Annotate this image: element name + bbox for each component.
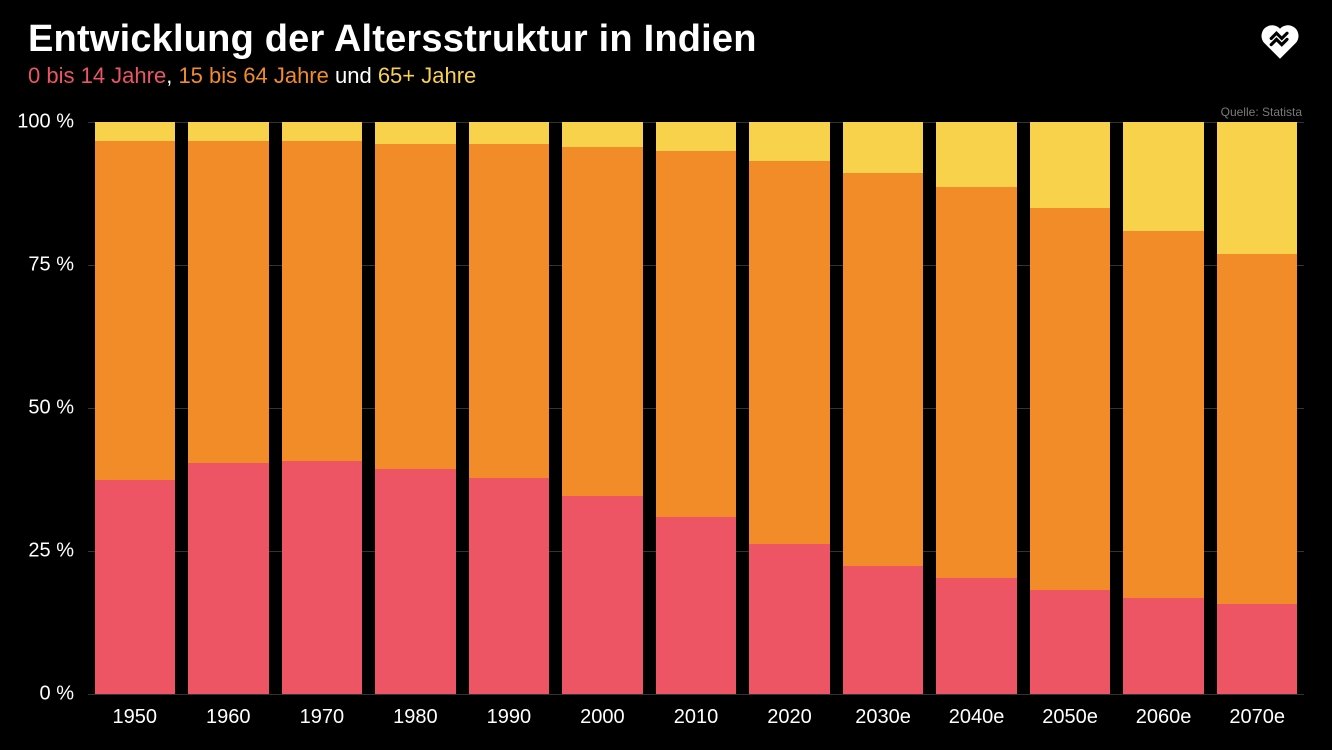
bar-segment [656,517,736,694]
bar: 1960 [188,122,268,694]
bar-segment [1030,208,1110,590]
x-axis-label: 1960 [206,694,251,729]
y-axis-label: 50 % [28,397,88,420]
bar: 1990 [469,122,549,694]
legend-sep-2: und [329,63,378,88]
bar-segment [375,144,455,469]
x-axis-label: 2040e [949,694,1005,729]
chart-title: Entwicklung der Altersstruktur in Indien [28,18,1304,61]
x-axis-label: 1990 [487,694,532,729]
x-axis-label: 2070e [1229,694,1285,729]
bar-segment [843,122,923,173]
bar-segment [1123,598,1203,694]
source-label: Quelle: Statista [1221,105,1302,119]
bar: 1950 [95,122,175,694]
bar: 2030e [843,122,923,694]
bar-segment [188,141,268,464]
bar-segment [1217,254,1297,605]
bars-group: 195019601970198019902000201020202030e204… [88,122,1304,694]
bar: 2000 [562,122,642,694]
x-axis-label: 2050e [1042,694,1098,729]
bar-segment [282,461,362,694]
y-axis-label: 100 % [17,111,88,134]
bar-segment [843,173,923,566]
bar-segment [282,141,362,460]
bar: 1970 [282,122,362,694]
bar: 2060e [1123,122,1203,694]
bar-segment [562,496,642,694]
bar-segment [1217,122,1297,254]
chart-plot-area: 0 %25 %50 %75 %100 %19501960197019801990… [88,122,1304,694]
bar-segment [749,544,829,694]
y-axis-label: 75 % [28,254,88,277]
legend-label-0-14: 0 bis 14 Jahre [28,63,166,88]
x-axis-label: 2030e [855,694,911,729]
bar-segment [469,478,549,694]
x-axis-label: 1950 [113,694,158,729]
legend-label-15-64: 15 bis 64 Jahre [178,63,328,88]
bar: 2010 [656,122,736,694]
y-axis-label: 0 % [40,683,88,706]
bar: 2020 [749,122,829,694]
x-axis-label: 1980 [393,694,438,729]
bar: 1980 [375,122,455,694]
bar-segment [936,578,1016,694]
legend-sep-1: , [166,63,178,88]
x-axis-label: 2020 [767,694,812,729]
bar-segment [749,161,829,544]
bar-segment [656,122,736,151]
bar-segment [95,480,175,695]
bar-segment [282,122,362,141]
bar-segment [1030,122,1110,208]
bar-segment [749,122,829,161]
bar-segment [469,144,549,477]
bar-segment [188,463,268,694]
bar-segment [375,469,455,694]
bar-segment [469,122,549,144]
brand-logo-icon [1258,20,1302,64]
bar-segment [1217,604,1297,694]
x-axis-label: 1970 [300,694,345,729]
bar-segment [562,122,642,147]
bar-segment [95,122,175,141]
bar-segment [1030,590,1110,694]
chart-subtitle: 0 bis 14 Jahre, 15 bis 64 Jahre und 65+ … [28,63,1304,89]
bar-segment [936,122,1016,187]
bar-segment [375,122,455,144]
bar-segment [936,187,1016,578]
x-axis-label: 2010 [674,694,719,729]
legend-label-65plus: 65+ Jahre [378,63,476,88]
bar-segment [188,122,268,141]
bar: 2040e [936,122,1016,694]
bar-segment [1123,231,1203,599]
bar-segment [562,147,642,496]
bar-segment [1123,122,1203,231]
bar: 2070e [1217,122,1297,694]
bar-segment [843,566,923,694]
bar-segment [95,141,175,480]
bar-segment [656,151,736,517]
x-axis-label: 2000 [580,694,625,729]
bar: 2050e [1030,122,1110,694]
x-axis-label: 2060e [1136,694,1192,729]
chart-container: Entwicklung der Altersstruktur in Indien… [0,0,1332,750]
y-axis-label: 25 % [28,540,88,563]
